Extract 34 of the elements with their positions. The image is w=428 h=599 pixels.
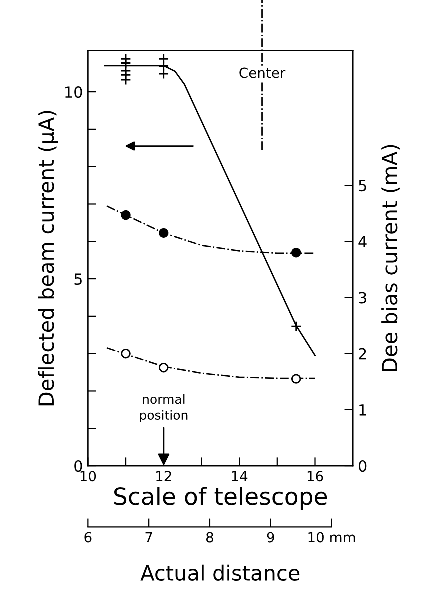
y-tick-label: 10: [66, 86, 82, 98]
x2-tick-label: 8: [206, 532, 214, 543]
x-axis-title: Scale of telescope: [114, 487, 328, 510]
point: [121, 210, 131, 220]
y2-tick-label: 2: [359, 348, 366, 360]
point: [291, 248, 302, 258]
x-tick-label: 16: [308, 471, 324, 482]
point: [291, 374, 302, 384]
point: [158, 68, 170, 80]
y2-tick-label: 5: [359, 180, 366, 192]
point: [120, 74, 132, 86]
x-tick-label: 14: [232, 471, 248, 482]
point: [159, 228, 169, 238]
point: [159, 362, 169, 373]
point: [290, 321, 302, 332]
y2-tick-label: 3: [359, 292, 366, 304]
point: [158, 60, 170, 72]
x2-axis-title: Actual distance: [140, 564, 300, 582]
x-tick-label: 12: [156, 471, 172, 482]
x2-tick-label: 9: [267, 532, 274, 543]
ref-line-label: Center: [240, 68, 286, 78]
y2-tick-label: 0: [358, 460, 367, 472]
y-axis-title: Deflected beam current (μA): [38, 111, 58, 406]
y-tick-label: 5: [74, 274, 82, 286]
x2-tick-label: 6: [84, 532, 92, 543]
point: [158, 54, 170, 64]
x2-tick-label: 10 mm: [308, 532, 356, 543]
y2-axis-title: Dee bias current (mA): [382, 145, 400, 372]
x2-tick-label: 7: [146, 532, 152, 543]
y2-tick-label: 4: [358, 236, 367, 248]
y2-tick-label: 1: [360, 404, 366, 416]
y-tick-label: 0: [74, 460, 82, 472]
annotation: normal position: [140, 394, 188, 422]
point: [121, 348, 131, 359]
